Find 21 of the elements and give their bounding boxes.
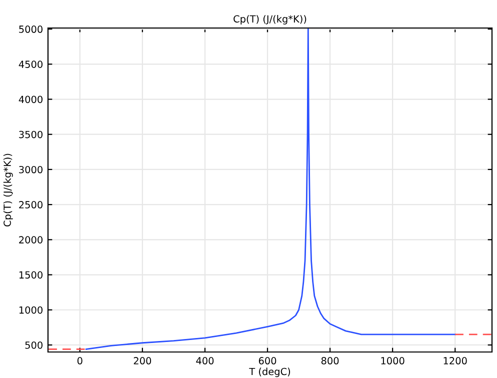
y-tick-label: 1000	[19, 306, 42, 314]
y-tick-label: 2000	[19, 236, 42, 244]
y-tick-label: 5000	[19, 26, 42, 33]
x-axis-title: T (degC)	[249, 368, 290, 378]
y-tick-label: 2500	[19, 201, 42, 208]
x-tick-label: 200	[134, 357, 152, 364]
y-tick-label: 4500	[18, 60, 42, 68]
y-tick-label: 3500	[19, 130, 42, 138]
x-tick-label: 400	[196, 357, 214, 364]
line-series	[85, 28, 456, 350]
x-tick-label: 600	[258, 357, 276, 364]
chart-title: Cp(T) (J/(kg*K))	[234, 15, 306, 24]
y-tick-label: 500	[25, 341, 42, 349]
y-tick-label: 4000	[18, 96, 42, 104]
y-axis-title: Cp(T) (J/(kg*K))	[3, 154, 13, 226]
y-tick-label: 1500	[19, 271, 42, 279]
x-tick-label: 0	[77, 357, 82, 364]
x-tick-label: 1000	[381, 357, 404, 364]
x-tick-label: 1200	[444, 357, 467, 364]
y-tick-label: 3000	[19, 166, 42, 174]
x-tick-label: 800	[321, 357, 339, 364]
